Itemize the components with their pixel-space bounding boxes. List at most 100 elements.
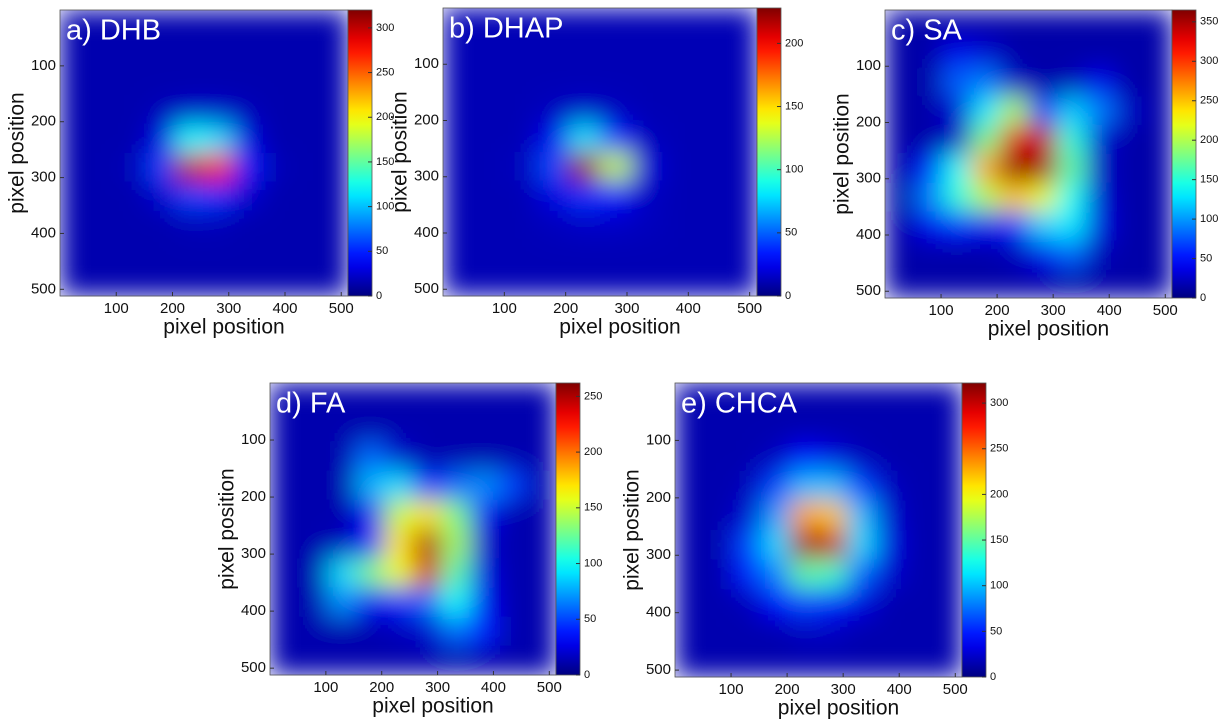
heatmap-cell — [1143, 269, 1173, 299]
heatmap-cell — [725, 180, 758, 211]
heatmap-cell — [270, 441, 300, 472]
y-tick-label: 300 — [646, 546, 671, 563]
y-tick-label: 100 — [31, 57, 56, 74]
heatmap-cell — [789, 500, 819, 531]
heatmap-cell — [290, 238, 320, 268]
heatmap-cell — [175, 124, 205, 154]
heatmap-cell — [631, 123, 664, 153]
heatmap-cell — [1114, 154, 1144, 184]
heatmap-cell — [175, 181, 205, 211]
heatmap — [443, 8, 758, 297]
heatmap-cell — [117, 267, 147, 297]
y-tick-label: 100 — [646, 431, 671, 448]
heatmap-cell — [942, 269, 972, 299]
colorbar-tick-label: 100 — [376, 201, 394, 213]
x-axis-label: pixel position — [778, 697, 899, 720]
heatmap-cell — [1028, 240, 1058, 270]
heatmap-cell — [537, 209, 570, 239]
heatmap-cell — [505, 238, 538, 268]
heatmap-cell — [327, 616, 357, 647]
heatmap-cell — [327, 470, 357, 501]
heatmap-cell — [818, 530, 848, 560]
heatmap-cell — [470, 383, 500, 413]
heatmap-cell — [694, 8, 727, 38]
heatmap-cell — [600, 209, 632, 239]
colorbar-tick-label: 150 — [1200, 174, 1218, 186]
x-tick-label: 500 — [943, 681, 968, 698]
heatmap-cell — [789, 588, 819, 619]
heatmap-cell — [675, 441, 705, 472]
heatmap-cell — [942, 38, 972, 69]
heatmap-cell — [662, 123, 695, 153]
heatmap-cell — [971, 38, 1001, 69]
heatmap-cell — [971, 10, 1001, 40]
x-axis-label: pixel position — [372, 695, 493, 718]
heatmap-cell — [384, 645, 414, 676]
x-tick-label: 100 — [719, 681, 744, 698]
heatmap-cell — [327, 383, 357, 413]
x-tick-label: 200 — [160, 300, 185, 317]
heatmap-cell — [971, 240, 1001, 270]
heatmap-cell — [232, 153, 263, 183]
heatmap-cell — [384, 383, 414, 413]
heatmap-cell — [675, 647, 705, 678]
heatmap-cell — [847, 559, 877, 590]
heatmap-cell — [694, 65, 727, 95]
heatmap-cell — [261, 124, 291, 154]
heatmap-cell — [298, 441, 328, 472]
heatmap-cell — [1028, 182, 1058, 213]
heatmap-cell — [298, 412, 328, 442]
heatmap-cell — [413, 470, 443, 501]
heatmap-cell — [885, 10, 915, 40]
heatmap-cell — [498, 470, 528, 501]
heatmap-cell — [942, 67, 972, 97]
heatmap-cell — [298, 587, 328, 618]
x-tick-label: 500 — [329, 300, 354, 317]
heatmap-cell — [527, 499, 557, 530]
heatmap-cell — [675, 530, 705, 560]
heatmap-cell — [761, 500, 791, 531]
heatmap-cell — [568, 267, 601, 297]
heatmap-cell — [875, 647, 906, 678]
heatmap-cell — [761, 588, 791, 619]
heatmap-cell — [441, 470, 471, 501]
heatmap-cell — [384, 558, 414, 588]
heatmap-cell — [600, 8, 632, 38]
colorbar — [555, 382, 581, 676]
heatmap-cell — [818, 559, 848, 590]
heatmap-cell — [261, 10, 291, 40]
heatmap-cell — [355, 529, 385, 559]
heatmap-cell — [1028, 96, 1058, 126]
heatmap-cell — [1085, 240, 1116, 270]
heatmap — [270, 383, 557, 676]
y-tick-label: 300 — [31, 169, 56, 186]
heatmap-cell — [818, 471, 848, 502]
heatmap-cell — [913, 67, 943, 97]
heatmap-cell — [204, 124, 234, 154]
heatmap-cell — [117, 10, 147, 40]
x-tick-label: 100 — [492, 300, 517, 317]
heatmap-cell — [631, 152, 664, 182]
y-tick-label: 100 — [414, 55, 439, 72]
heatmap-cell — [732, 471, 762, 502]
y-tick-label: 400 — [31, 224, 56, 241]
heatmap-cell — [1085, 269, 1116, 299]
heatmap-cell — [847, 412, 877, 443]
heatmap-cell — [298, 645, 328, 676]
heatmap-cell — [694, 123, 727, 153]
heatmap-cell — [662, 180, 695, 211]
heatmap-cell — [1028, 211, 1058, 241]
heatmap-cell — [789, 559, 819, 590]
x-tick-label: 100 — [929, 302, 954, 319]
x-tick-label: 400 — [676, 300, 701, 317]
colorbar-tick-label: 0 — [376, 290, 382, 302]
heatmap-cell — [204, 38, 234, 68]
heatmap-cell — [270, 412, 300, 442]
heatmap-cell — [703, 647, 733, 678]
heatmap-cell — [327, 499, 357, 530]
heatmap-cell — [270, 558, 300, 588]
heatmap-cell — [355, 470, 385, 501]
heatmap-cell — [441, 587, 471, 618]
heatmap-cell — [537, 8, 570, 38]
